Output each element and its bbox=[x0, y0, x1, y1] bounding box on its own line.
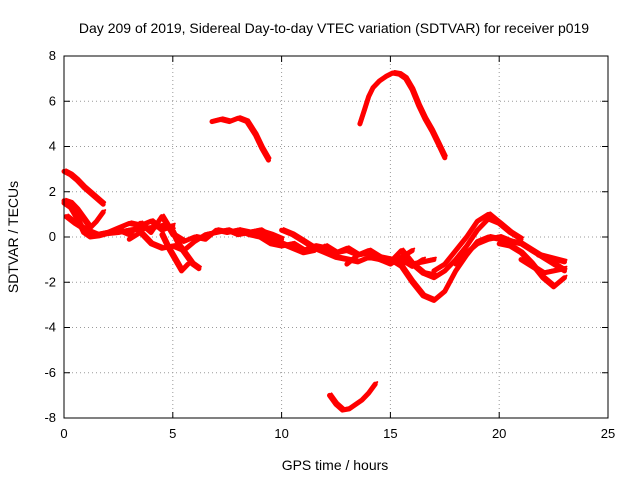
y-tick-label: -2 bbox=[44, 274, 56, 289]
y-tick-label: 0 bbox=[49, 229, 56, 244]
y-tick-labels: -8 -6 -4 -2 0 2 4 6 8 bbox=[44, 48, 56, 425]
y-tick-label: -8 bbox=[44, 410, 56, 425]
series-scatter-arc-3 bbox=[65, 197, 107, 227]
y-axis-label: SDTVAR / TECUs bbox=[5, 181, 21, 293]
series-scatter-arc-18 bbox=[434, 211, 524, 270]
series-scatter-arc-8 bbox=[173, 229, 202, 268]
series-line-arc-22 bbox=[535, 252, 567, 265]
x-tick-label: 10 bbox=[274, 426, 288, 441]
series-scatter-arc-13 bbox=[330, 381, 379, 410]
y-tick-label: 8 bbox=[49, 48, 56, 63]
y-tick-label: 6 bbox=[49, 93, 56, 108]
x-tick-label: 5 bbox=[169, 426, 176, 441]
series-scatter-arc-15 bbox=[360, 70, 448, 157]
series-scatter-arc-20 bbox=[500, 240, 568, 286]
chart-title: Day 209 of 2019, Sidereal Day-to-day VTE… bbox=[79, 20, 589, 36]
x-tick-label: 20 bbox=[492, 426, 506, 441]
data-series bbox=[61, 70, 568, 413]
series-line-arc-1 bbox=[61, 168, 106, 207]
series-scatter-arc-6 bbox=[130, 227, 318, 252]
x-tick-label: 15 bbox=[383, 426, 397, 441]
series-line-arc-9 bbox=[209, 115, 271, 163]
y-tick-label: -6 bbox=[44, 365, 56, 380]
series-line-arc-8 bbox=[170, 230, 202, 272]
x-tick-label: 25 bbox=[601, 426, 615, 441]
x-tick-labels: 0 5 10 15 20 25 bbox=[60, 426, 615, 441]
y-tick-label: 4 bbox=[49, 139, 56, 154]
series-scatter-arc-9 bbox=[213, 115, 272, 160]
series-scatter-arc-22 bbox=[539, 252, 568, 261]
series-scatter-arc-16 bbox=[391, 234, 514, 300]
series-line-arc-21 bbox=[518, 257, 567, 276]
x-tick-label: 0 bbox=[60, 426, 67, 441]
y-tick-label: -4 bbox=[44, 320, 56, 335]
series-scatter-arc-1 bbox=[65, 168, 107, 204]
x-axis-label: GPS time / hours bbox=[282, 457, 389, 473]
series-scatter-arc-21 bbox=[522, 256, 568, 273]
series-scatter-arc-7 bbox=[162, 231, 191, 270]
axis-ticks bbox=[63, 55, 609, 419]
y-tick-label: 2 bbox=[49, 184, 56, 199]
